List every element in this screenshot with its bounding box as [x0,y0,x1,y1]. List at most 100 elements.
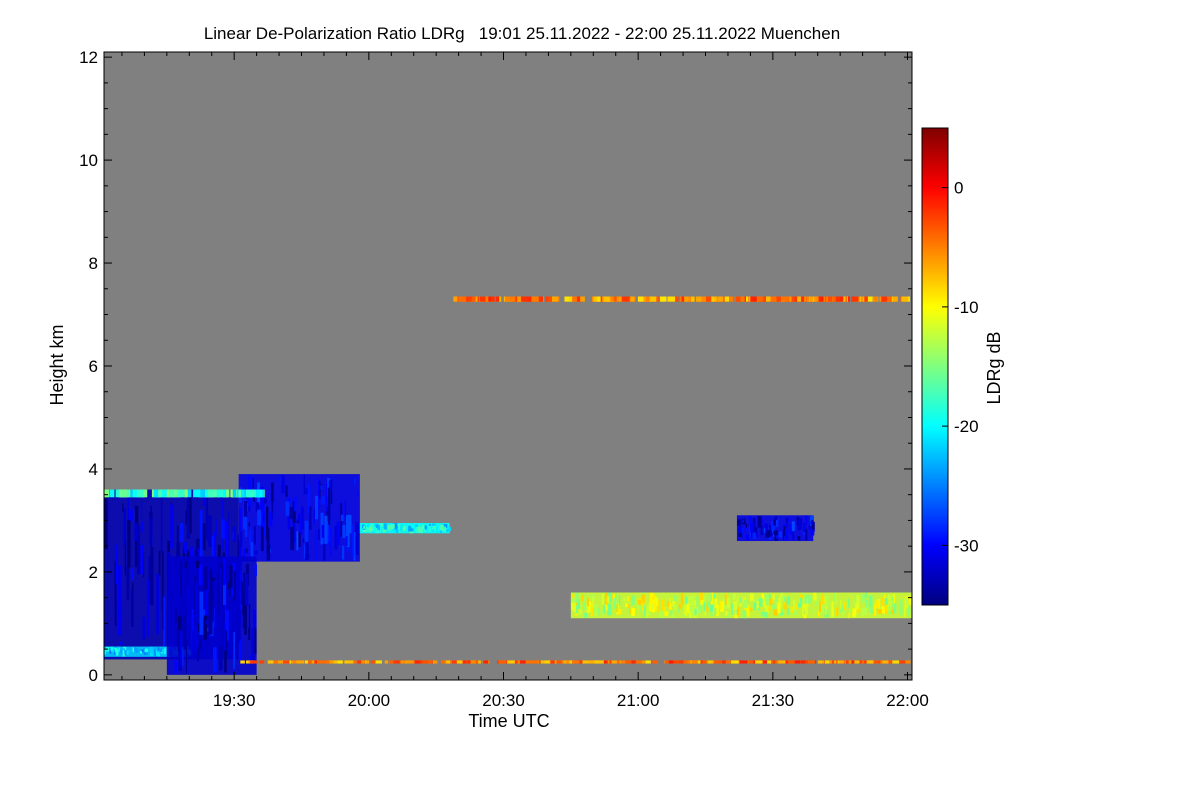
feature-speck [865,592,867,599]
feature-speck [437,525,441,532]
feature-speck [216,489,225,498]
feature-speck [232,532,234,540]
feature-speck [699,592,704,603]
feature-speck [525,660,534,664]
feature-speck [302,538,305,543]
feature-speck [770,296,777,302]
feature [359,523,452,534]
feature-speck [238,489,241,498]
feature-speck [685,596,688,606]
feature-speck [205,627,209,632]
feature-speck [578,605,581,615]
feature-speck [204,566,208,591]
feature-speck [727,597,730,609]
feature-speck [753,602,757,611]
feature-speck [799,518,803,530]
feature-speck [104,489,110,498]
feature-speck [353,531,356,561]
feature-speck [228,510,230,568]
feature-speck [667,296,676,302]
feature-speck [202,496,206,506]
feature-speck [514,660,518,664]
feature-speck [597,296,601,302]
feature-speck [752,532,757,540]
feature-speck [802,593,807,604]
feature-speck [771,593,773,604]
feature-speck [803,604,805,609]
feature-speck [631,607,635,616]
feature-speck [692,607,696,618]
feature-speck [784,598,787,610]
feature-speck [138,648,141,653]
feature-speck [451,660,460,664]
feature-speck [590,660,596,664]
feature-speck [803,523,806,533]
feature-speck [243,500,248,517]
feature-speck [668,660,674,664]
feature-speck [290,526,295,551]
feature-speck [854,594,857,603]
feature-speck [556,660,563,664]
feature-speck [195,582,197,617]
feature-speck [239,585,241,598]
feature-speck [652,660,659,664]
feature-speck [701,296,710,302]
feature-speck [157,652,160,657]
feature-speck [824,594,827,607]
feature-speck [664,611,669,617]
feature-speck [342,524,346,539]
feature-speck [230,489,233,498]
feature-speck [166,489,171,498]
feature-speck [791,528,794,535]
feature-speck [465,296,474,302]
feature [238,474,360,562]
feature-speck [901,296,909,302]
feature-speck [352,660,357,664]
feature-speck [897,660,906,664]
feature-speck [797,536,801,541]
feature-speck [313,508,315,523]
feature-speck [737,519,741,526]
feature-speck [221,519,225,539]
feature-speck [776,296,781,302]
feature-speck [899,599,903,607]
feature-speck [613,597,617,609]
feature-speck [839,605,844,613]
feature-speck [702,660,707,664]
feature-speck [737,595,739,602]
feature-speck [574,598,576,606]
feature-speck [180,565,182,581]
feature-speck [305,541,309,561]
feature-speck [364,523,368,528]
feature-speck [199,489,206,498]
feature-speck [733,600,738,610]
feature-speck [327,477,329,497]
feature-speck [833,660,837,664]
feature-speck [664,660,668,664]
feature-speck [375,660,382,664]
feature-speck [865,599,868,611]
feature-speck [735,611,737,618]
feature-speck [877,608,882,614]
feature-speck [199,509,203,561]
feature-speck [673,603,677,610]
feature-speck [240,660,245,664]
feature-speck [835,296,840,302]
feature-speck [887,594,891,603]
feature-speck [300,506,304,530]
feature-speck [750,296,757,302]
y-tick-label: 8 [89,254,98,273]
feature-speck [384,660,389,664]
feature-speck [765,296,771,302]
feature-speck [812,296,817,302]
feature-speck [334,525,338,550]
feature-speck [821,593,824,604]
feature-speck [538,296,544,302]
feature-speck [765,593,769,605]
feature-speck [346,660,354,664]
feature-speck [773,609,778,616]
feature-speck [848,660,856,664]
feature-speck [431,523,436,528]
feature-speck [146,649,148,656]
feature-speck [257,509,262,526]
